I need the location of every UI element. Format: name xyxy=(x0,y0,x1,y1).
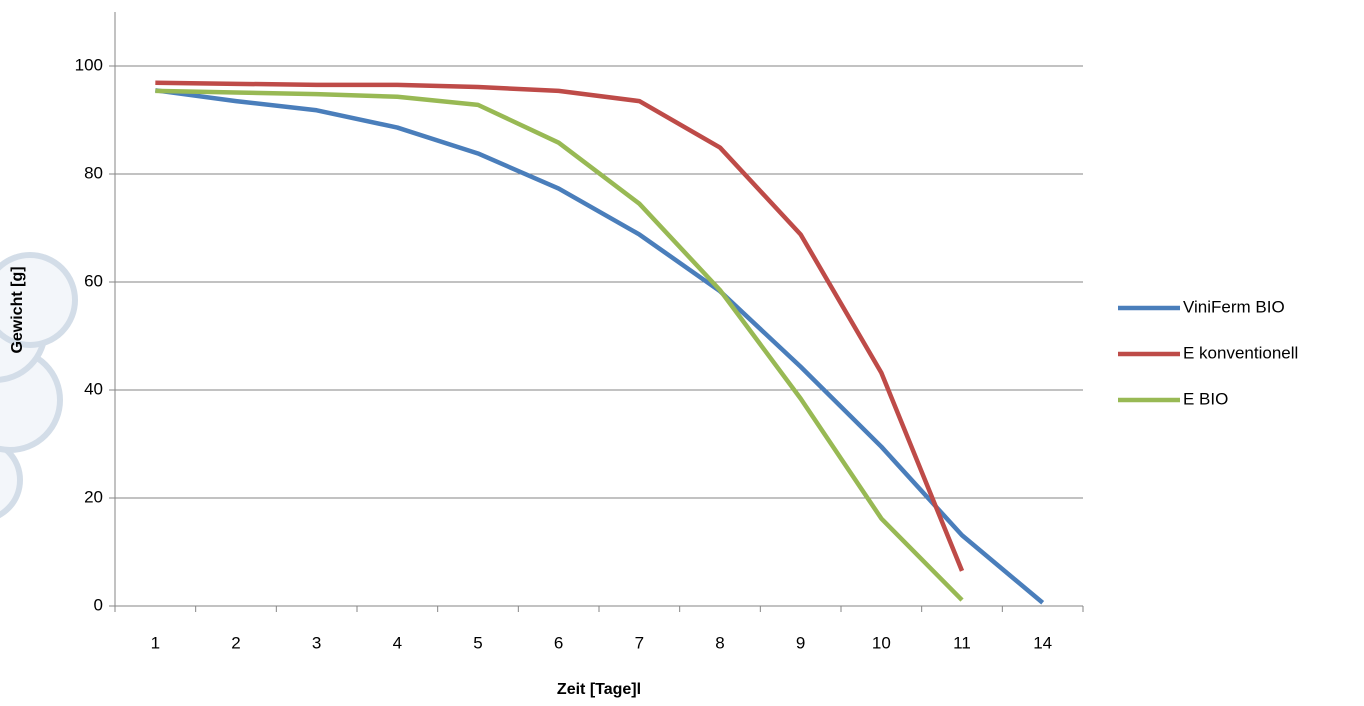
x-tick-label: 8 xyxy=(715,633,724,652)
y-tick-label: 40 xyxy=(84,379,103,398)
x-tick-label: 4 xyxy=(393,633,402,652)
legend-label: ViniFerm BIO xyxy=(1183,297,1285,316)
y-axis-title: Gewicht [g] xyxy=(9,266,26,353)
x-tick-label: 14 xyxy=(1033,633,1052,652)
y-tick-label: 60 xyxy=(84,271,103,290)
x-tick-label: 3 xyxy=(312,633,321,652)
y-tick-label: 80 xyxy=(84,163,103,182)
chart: Zeit [Tage]l Gewicht [g] 0 20 40 60 80 100 1 2 3… xyxy=(0,0,1364,706)
x-tick-label: 10 xyxy=(872,633,891,652)
x-tick-label: 5 xyxy=(473,633,482,652)
y-tick-label: 0 xyxy=(94,595,103,614)
series-line xyxy=(155,91,962,600)
x-tick-label: 6 xyxy=(554,633,563,652)
x-tick-label: 7 xyxy=(635,633,644,652)
legend-label: E BIO xyxy=(1183,389,1228,408)
series-line xyxy=(155,90,1042,602)
y-tick-label: 100 xyxy=(75,55,103,74)
y-tick-label: 20 xyxy=(84,487,103,506)
x-axis-title: Zeit [Tage]l xyxy=(557,681,641,698)
x-tick-label: 2 xyxy=(231,633,240,652)
x-tick-label: 1 xyxy=(151,633,160,652)
x-tick-label: 9 xyxy=(796,633,805,652)
x-tick-label: 11 xyxy=(953,633,971,652)
legend-label: E konventionell xyxy=(1183,343,1298,362)
